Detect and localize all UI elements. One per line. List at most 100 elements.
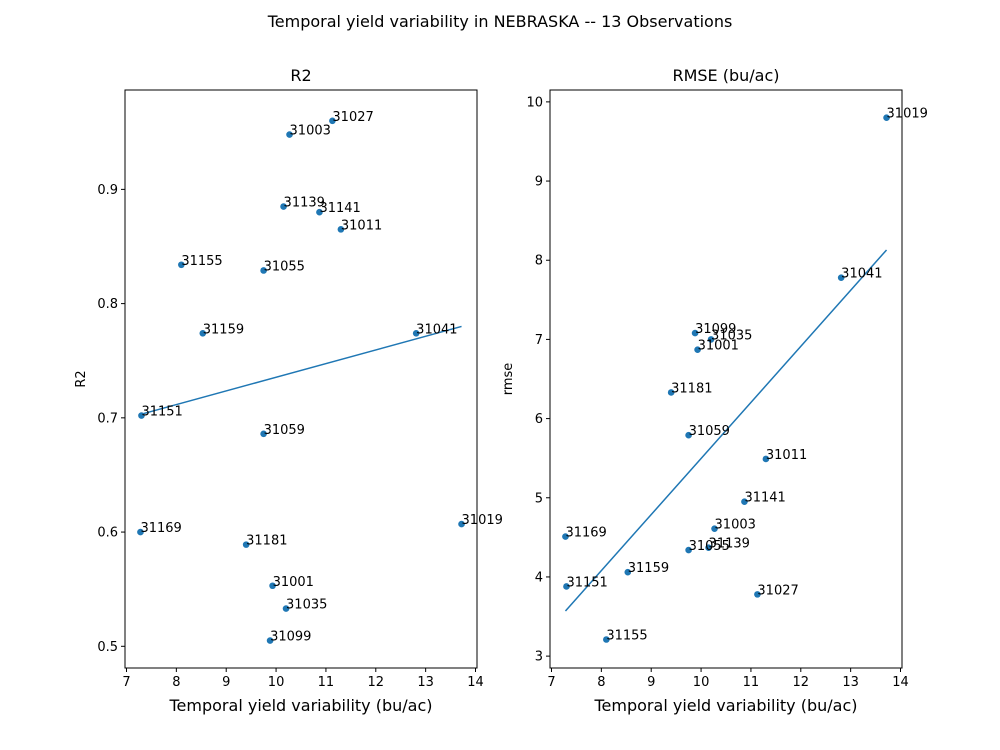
data-point xyxy=(286,131,293,138)
y-tick-label: 5 xyxy=(535,491,543,506)
y-tick-label: 9 xyxy=(535,175,543,190)
data-point-label: 31027 xyxy=(332,110,373,125)
data-point-label: 31035 xyxy=(711,328,752,343)
data-point xyxy=(711,525,718,532)
data-point xyxy=(260,430,267,438)
x-tick-label: 9 xyxy=(647,675,655,690)
data-point xyxy=(754,591,761,598)
y-tick-label: 8 xyxy=(535,254,543,269)
data-point-label: 31181 xyxy=(246,534,287,549)
data-point-label: 31035 xyxy=(286,598,327,613)
data-point xyxy=(178,261,185,269)
y-tick-label: 6 xyxy=(535,412,543,427)
data-point-label: 31019 xyxy=(462,513,503,528)
data-point xyxy=(199,330,207,337)
data-point xyxy=(266,637,274,644)
x-tick-label: 8 xyxy=(597,675,605,690)
x-tick-label: 12 xyxy=(368,675,385,690)
data-point-label: 31155 xyxy=(181,254,222,269)
data-point-label: 31159 xyxy=(203,322,244,337)
data-point-label: 31099 xyxy=(695,322,736,337)
data-point xyxy=(137,528,144,536)
x-axis-label: Temporal yield variability (bu/ac) xyxy=(594,696,858,715)
x-tick-label: 13 xyxy=(417,675,434,690)
data-point xyxy=(685,546,692,554)
data-point-label: 31169 xyxy=(565,526,606,541)
data-point-label: 31019 xyxy=(887,107,928,122)
data-point xyxy=(337,226,345,233)
figure-title: Temporal yield variability in NEBRASKA -… xyxy=(267,12,733,31)
data-point-label: 31011 xyxy=(766,448,807,463)
data-point-label: 31141 xyxy=(744,491,785,506)
x-tick-label: 8 xyxy=(172,675,180,690)
data-point-label: 31139 xyxy=(284,196,325,211)
y-tick-label: 10 xyxy=(526,95,543,110)
data-point xyxy=(691,329,699,337)
data-point xyxy=(329,117,336,125)
y-tick-label: 0.9 xyxy=(97,183,118,198)
y-axis-label: R2 xyxy=(74,370,89,387)
y-tick-label: 7 xyxy=(535,333,543,348)
panel-title: R2 xyxy=(290,66,311,85)
y-tick-label: 0.5 xyxy=(97,640,118,655)
data-point-label: 31099 xyxy=(270,630,311,645)
data-point xyxy=(624,568,632,576)
data-point xyxy=(269,582,276,590)
data-point xyxy=(260,267,267,274)
y-tick-label: 3 xyxy=(535,650,543,665)
x-tick-label: 12 xyxy=(793,675,810,690)
data-point xyxy=(282,605,290,612)
y-tick-label: 4 xyxy=(535,570,543,585)
panel-title: RMSE (bu/ac) xyxy=(672,66,779,85)
data-point-label: 31055 xyxy=(689,539,730,554)
x-tick-label: 10 xyxy=(268,675,285,690)
data-point-label: 31139 xyxy=(709,537,750,552)
plot-frame xyxy=(124,89,478,669)
data-point xyxy=(280,203,287,210)
data-point xyxy=(883,114,890,122)
data-point-label: 31059 xyxy=(264,423,305,438)
data-point-label: 31059 xyxy=(689,424,730,439)
x-tick-label: 7 xyxy=(547,675,555,690)
data-point-label: 31011 xyxy=(341,218,382,233)
data-point-label: 31003 xyxy=(715,518,756,533)
data-point xyxy=(694,346,701,354)
data-point xyxy=(316,208,323,216)
data-point xyxy=(563,583,570,590)
data-point-label: 31001 xyxy=(698,339,739,354)
data-point xyxy=(705,544,712,551)
data-point-label: 31155 xyxy=(606,628,647,643)
chart-panel-r2: R2 7 8 9 10 11 12 13 14 0.5 0.6 0.7 0.8 0.9 Temporal y… xyxy=(74,66,503,715)
y-tick-label: 0.7 xyxy=(97,411,118,426)
data-point xyxy=(242,541,250,548)
data-point xyxy=(603,636,610,643)
data-point-label: 31141 xyxy=(319,201,360,216)
data-point xyxy=(458,520,465,528)
trend-line xyxy=(564,249,888,612)
data-point xyxy=(762,455,770,463)
x-tick-label: 7 xyxy=(122,675,130,690)
x-axis-label: Temporal yield variability (bu/ac) xyxy=(169,696,433,715)
y-tick-label: 0.8 xyxy=(97,297,118,312)
data-point-label: 31169 xyxy=(140,521,181,536)
chart-panel-rmse: RMSE (bu/ac) 7 8 9 10 11 12 13 14 3 4 5 6 7 8 9 10 Tempor… xyxy=(501,66,928,715)
data-point-label: 31159 xyxy=(628,561,669,576)
data-point-label: 31027 xyxy=(757,583,798,598)
x-tick-label: 14 xyxy=(892,675,909,690)
data-point xyxy=(562,533,569,540)
data-point xyxy=(138,412,145,419)
y-tick-label: 0.6 xyxy=(97,526,118,541)
data-point-label: 31181 xyxy=(671,381,712,396)
data-point-label: 31151 xyxy=(141,405,182,420)
x-tick-label: 14 xyxy=(467,675,484,690)
data-point xyxy=(741,498,748,506)
data-point-label: 31041 xyxy=(841,267,882,282)
data-point-label: 31003 xyxy=(290,124,331,139)
data-point xyxy=(412,330,420,337)
data-point-label: 31151 xyxy=(566,575,607,590)
data-point xyxy=(667,389,675,396)
data-point xyxy=(707,336,715,343)
plot-frame xyxy=(549,89,903,669)
data-point-label: 31055 xyxy=(264,259,305,274)
